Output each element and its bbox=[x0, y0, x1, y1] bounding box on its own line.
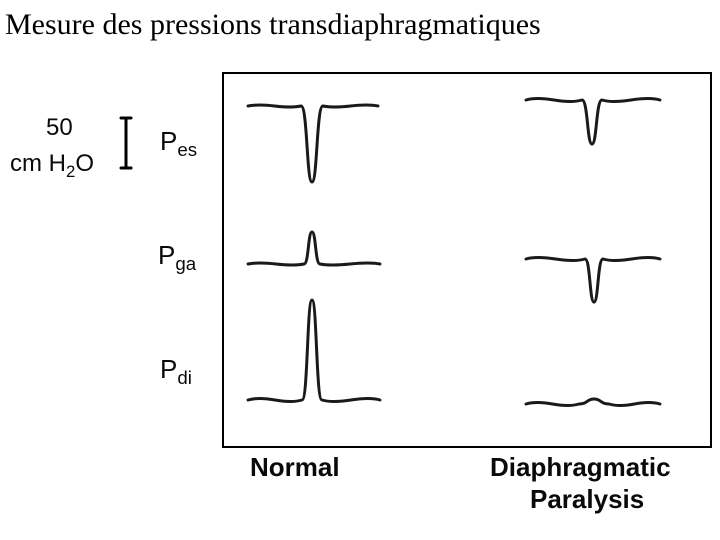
trace-pes-paralysis bbox=[526, 99, 660, 145]
trace-pga-paralysis bbox=[526, 258, 660, 303]
trace-pdi-paralysis bbox=[526, 399, 660, 406]
trace-pdi-normal bbox=[248, 300, 380, 402]
waveform-svg bbox=[0, 0, 720, 540]
trace-pga-normal bbox=[248, 232, 380, 265]
trace-pes-normal bbox=[248, 105, 378, 182]
